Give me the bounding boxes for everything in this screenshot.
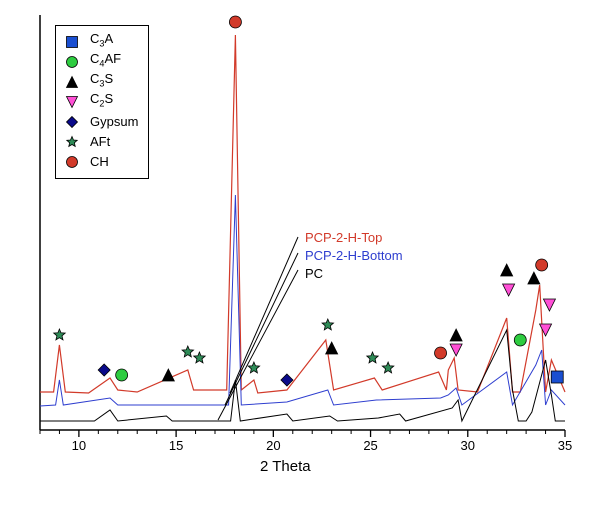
peak-marker xyxy=(367,352,378,363)
xrd-chart: C3AC4AFC3SC2SGypsumAFtCH PCP-2-H-Top PCP-… xyxy=(0,0,600,512)
peak-marker xyxy=(248,362,259,373)
diamond-icon xyxy=(64,114,80,130)
legend-label: CH xyxy=(90,152,109,172)
legend: C3AC4AFC3SC2SGypsumAFtCH xyxy=(55,25,149,179)
peak-marker xyxy=(536,259,548,271)
x-tick-label: 25 xyxy=(363,438,377,453)
peak-marker xyxy=(528,272,540,284)
square-icon xyxy=(64,34,80,50)
x-tick-label: 35 xyxy=(558,438,572,453)
legend-label: C2S xyxy=(90,89,113,114)
peak-marker xyxy=(162,369,174,381)
legend-item: AFt xyxy=(64,132,138,152)
peak-marker xyxy=(98,364,110,376)
x-tick-label: 15 xyxy=(169,438,183,453)
peak-marker xyxy=(229,16,241,28)
peak-marker xyxy=(450,329,462,341)
peak-marker xyxy=(450,344,462,356)
x-axis-label: 2 Theta xyxy=(260,458,311,475)
peak-marker xyxy=(435,347,447,359)
curve-label: PC xyxy=(305,266,323,281)
legend-label: AFt xyxy=(90,132,110,152)
x-tick-label: 30 xyxy=(461,438,475,453)
peak-marker xyxy=(503,284,515,296)
x-tick-label: 10 xyxy=(72,438,86,453)
circle-icon xyxy=(64,154,80,170)
legend-label: Gypsum xyxy=(90,112,138,132)
triangle-icon xyxy=(64,74,80,90)
peak-marker xyxy=(540,324,552,336)
tri_down-icon xyxy=(64,94,80,110)
peak-marker xyxy=(322,319,333,330)
peak-marker xyxy=(54,329,65,340)
peak-marker xyxy=(194,352,206,363)
x-tick-label: 20 xyxy=(266,438,280,453)
curve-label: PCP-2-H-Bottom xyxy=(305,248,403,263)
peak-marker xyxy=(116,369,128,381)
peak-marker xyxy=(501,264,513,276)
peak-marker xyxy=(543,299,555,311)
peak-marker xyxy=(382,362,394,373)
legend-item: Gypsum xyxy=(64,112,138,132)
peak-marker xyxy=(551,371,563,383)
peak-marker xyxy=(514,334,526,346)
legend-item: C2S xyxy=(64,92,138,112)
peak-marker xyxy=(182,346,193,357)
circle-icon xyxy=(64,54,80,70)
curve-label: PCP-2-H-Top xyxy=(305,230,382,245)
legend-item: CH xyxy=(64,152,138,172)
star-icon xyxy=(64,134,80,150)
